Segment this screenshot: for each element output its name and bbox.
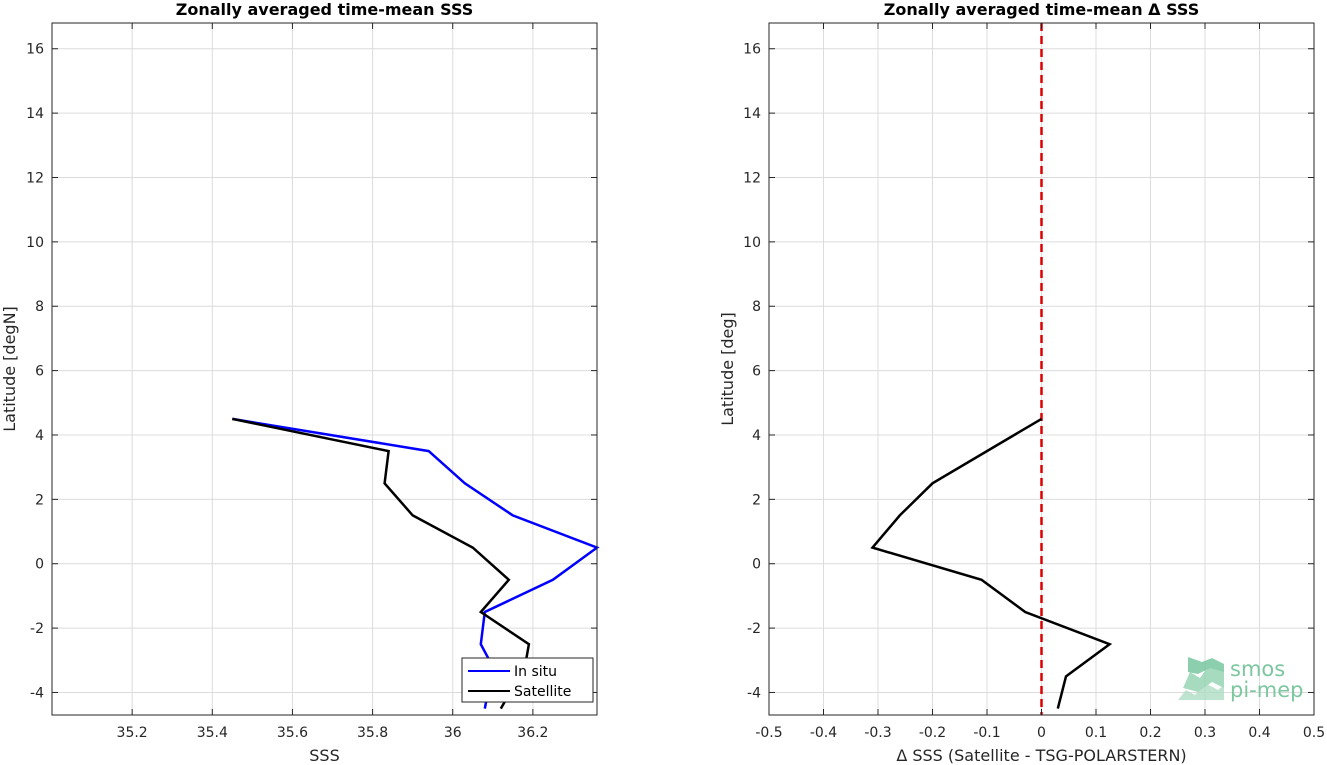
y-tick-label-delta: -4 [747, 685, 761, 701]
x-tick-label-delta: -0.3 [864, 725, 891, 741]
y-tick-label-delta: -2 [747, 621, 761, 637]
panel-sss: 35.2 35.4 35.6 35.8 36 36.2-4-20246810121416 … [0, 0, 600, 765]
x-tick-label-delta: -0.4 [810, 725, 837, 741]
y-tick-label-sss: 8 [35, 299, 44, 315]
x-axis-label-sss: SSS [309, 746, 339, 765]
x-tick-label-sss: 35.6 [277, 725, 308, 741]
x-tick-label-delta: -0.5 [755, 725, 782, 741]
plot-area-sss [52, 23, 597, 715]
x-tick-label-delta: 0.5 [1303, 725, 1325, 741]
y-tick-label-sss: 10 [26, 235, 44, 251]
x-tick-label-sss: 35.4 [197, 725, 228, 741]
y-tick-label-delta: 16 [743, 42, 761, 58]
x-axis-label-delta: Δ SSS (Satellite - TSG-POLARSTERN) [896, 746, 1186, 765]
y-tick-label-sss: 16 [26, 42, 44, 58]
x-tick-label-delta: 0.4 [1248, 725, 1270, 741]
panel-delta-sss: -0.5 -0.4 -0.3 -0.2 -0.1 0 0.1 0.2 0.3 0.4 0.5 -4 -2… [718, 0, 1325, 765]
y-tick-label-sss: 14 [26, 106, 44, 122]
x-tick-label-delta: 0 [1037, 725, 1046, 741]
y-tick-label-delta: 0 [752, 557, 761, 573]
logo-text-smos: smos [1230, 657, 1285, 681]
y-tick-label-sss: 2 [35, 492, 44, 508]
y-tick-label-sss: 6 [35, 364, 44, 380]
x-tick-label-delta: 0.1 [1085, 725, 1107, 741]
series-line-in-situ [232, 417, 600, 709]
y-tick-label-sss: 4 [35, 428, 44, 444]
gridlines-delta [768, 23, 1315, 715]
y-tick-label-sss: 12 [26, 170, 44, 186]
y-tick-label-delta: 4 [752, 428, 761, 444]
axes-box-sss [51, 22, 598, 716]
y-tick-label-delta: 14 [743, 106, 761, 122]
legend-box [461, 657, 594, 703]
x-tick-label-sss: 36.2 [517, 725, 548, 741]
y-tick-label-sss: -2 [30, 621, 44, 637]
y-tick-label-delta: 12 [743, 170, 761, 186]
legend: In situ Satellite [461, 657, 594, 703]
y-tick-label-delta: 8 [752, 299, 761, 315]
series-line-delta [870, 417, 1113, 709]
legend-label-satellite: Satellite [514, 684, 571, 700]
x-tick-label-sss: 36 [444, 725, 462, 741]
y-tick-label-delta: 6 [752, 364, 761, 380]
x-tick-label-delta: -0.2 [919, 725, 946, 741]
y-axis-label-delta: Latitude [deg] [718, 312, 737, 426]
series-delta [870, 417, 1113, 709]
y-axis-label-sss: Latitude [degN] [0, 306, 19, 432]
y-tick-label-delta: 10 [743, 235, 761, 251]
x-tick-label-sss: 35.8 [357, 725, 388, 741]
x-tick-label-delta: -0.1 [973, 725, 1000, 741]
x-tick-label-delta: 0.3 [1194, 725, 1216, 741]
ticks-sss: 35.2 35.4 35.6 35.8 36 36.2 -4 -2 0 2 4 6 8 10 12 14 16 [26, 23, 597, 741]
x-tick-label-sss: 35.2 [117, 725, 148, 741]
smos-pi-mep-logo: smos pi-mep [1178, 657, 1303, 702]
series-sss [232, 417, 600, 710]
series-line-satellite [232, 417, 531, 710]
chart-title-sss: Zonally averaged time-mean SSS [176, 0, 474, 19]
chart-title-delta: Zonally averaged time-mean Δ SSS [884, 0, 1200, 19]
gridlines-sss [52, 23, 597, 715]
logo-wave-icon [1178, 657, 1224, 700]
x-tick-label-delta: 0.2 [1139, 725, 1161, 741]
y-tick-label-sss: 0 [35, 557, 44, 573]
logo-text-pi-mep: pi-mep [1230, 678, 1303, 702]
y-tick-label-sss: -4 [30, 685, 44, 701]
legend-label-in-situ: In situ [514, 664, 557, 680]
ticks-delta: -0.5 -0.4 -0.3 -0.2 -0.1 0 0.1 0.2 0.3 0.4 0.5 -4 -2… [743, 23, 1325, 741]
y-tick-label-delta: 2 [752, 492, 761, 508]
